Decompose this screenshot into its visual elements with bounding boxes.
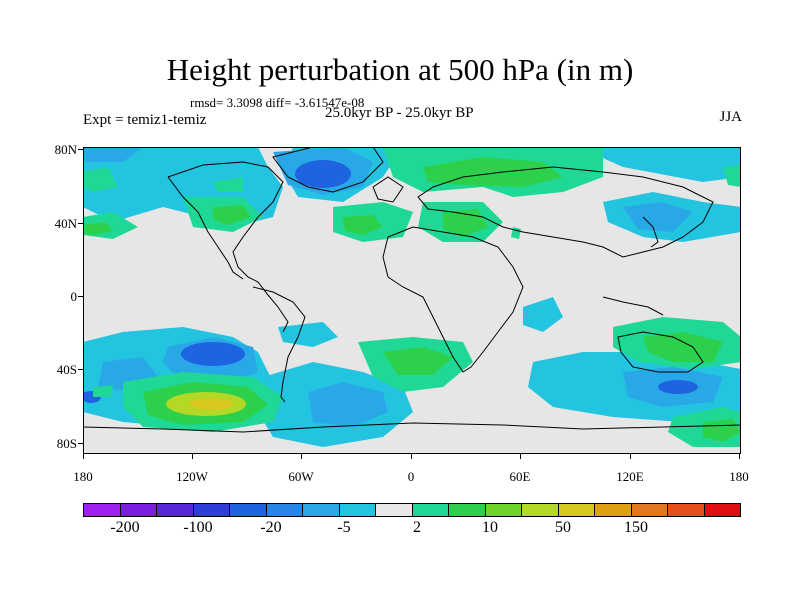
colorbar-swatch-4	[230, 504, 267, 516]
y-tick-label-80s: 80S	[56, 436, 77, 451]
x-tick-label-0: 0	[407, 469, 415, 484]
experiment-label: Expt = temiz1-temiz	[83, 112, 207, 128]
time-period-label: 25.0kyr BP - 25.0kyr BP	[325, 105, 474, 121]
colorbar-swatch-8	[376, 504, 413, 516]
x-tick-label-60w: 60W	[288, 469, 314, 484]
y-tick-label-40n: 40N	[54, 216, 77, 231]
x-tick	[301, 454, 302, 459]
colorbar-swatch-15	[631, 504, 668, 516]
colorbar-label: 2	[413, 519, 421, 536]
colorbar-swatch-1	[120, 504, 157, 516]
contour-fill-dark-blue	[83, 160, 698, 403]
x-tick	[83, 454, 84, 459]
x-tick	[520, 454, 521, 459]
colorbar-swatch-13	[558, 504, 595, 516]
rmsd-diff-stats: rmsd= 3.3098 diff= -3.61547e-08	[190, 95, 365, 110]
colorbar-swatch-14	[595, 504, 632, 516]
colorbar-swatch-3	[193, 504, 230, 516]
colorbar-swatch-12	[522, 504, 559, 516]
colorbar-label: -20	[260, 519, 282, 536]
map-plot-area	[83, 147, 741, 454]
colorbar	[83, 503, 741, 517]
colorbar-label: 10	[482, 519, 498, 536]
x-tick	[192, 454, 193, 459]
x-tick	[739, 454, 740, 459]
contour-fill-yellow	[189, 398, 233, 410]
colorbar-swatch-2	[157, 504, 194, 516]
colorbar-swatch-5	[266, 504, 303, 516]
season-label: JJA	[719, 109, 742, 125]
colorbar-label: 50	[555, 519, 571, 536]
x-tick	[411, 454, 412, 459]
y-tick	[78, 149, 83, 150]
colorbar-swatch-10	[449, 504, 486, 516]
contour-map	[83, 147, 741, 447]
y-tick-label-80n: 80N	[54, 142, 77, 157]
colorbar-swatch-11	[485, 504, 522, 516]
y-tick-label-0: 0	[70, 289, 78, 304]
y-tick	[78, 369, 83, 370]
y-tick-label-40s: 40S	[56, 362, 77, 377]
x-tick	[630, 454, 631, 459]
y-tick	[78, 443, 83, 444]
x-tick-label-180e: 180	[729, 469, 749, 484]
x-tick-label-180w: 180	[73, 469, 93, 484]
y-tick	[78, 223, 83, 224]
y-tick	[78, 296, 83, 297]
x-tick-label-120w: 120W	[176, 469, 208, 484]
colorbar-swatch-16	[668, 504, 705, 516]
colorbar-swatch-6	[303, 504, 340, 516]
x-tick-label-120e: 120E	[616, 469, 644, 484]
colorbar-label: -100	[183, 519, 213, 536]
coastlines	[83, 147, 741, 433]
colorbar-label: -5	[337, 519, 351, 536]
plot-title: Height perturbation at 500 hPa (in m)	[166, 52, 634, 87]
x-tick-label-60e: 60E	[509, 469, 531, 484]
colorbar-swatch-9	[412, 504, 449, 516]
colorbar-swatch-7	[339, 504, 376, 516]
colorbar-swatch-0	[84, 504, 121, 516]
colorbar-label: -200	[110, 519, 140, 536]
colorbar-label: 150	[624, 519, 648, 536]
colorbar-swatch-17	[704, 504, 740, 516]
